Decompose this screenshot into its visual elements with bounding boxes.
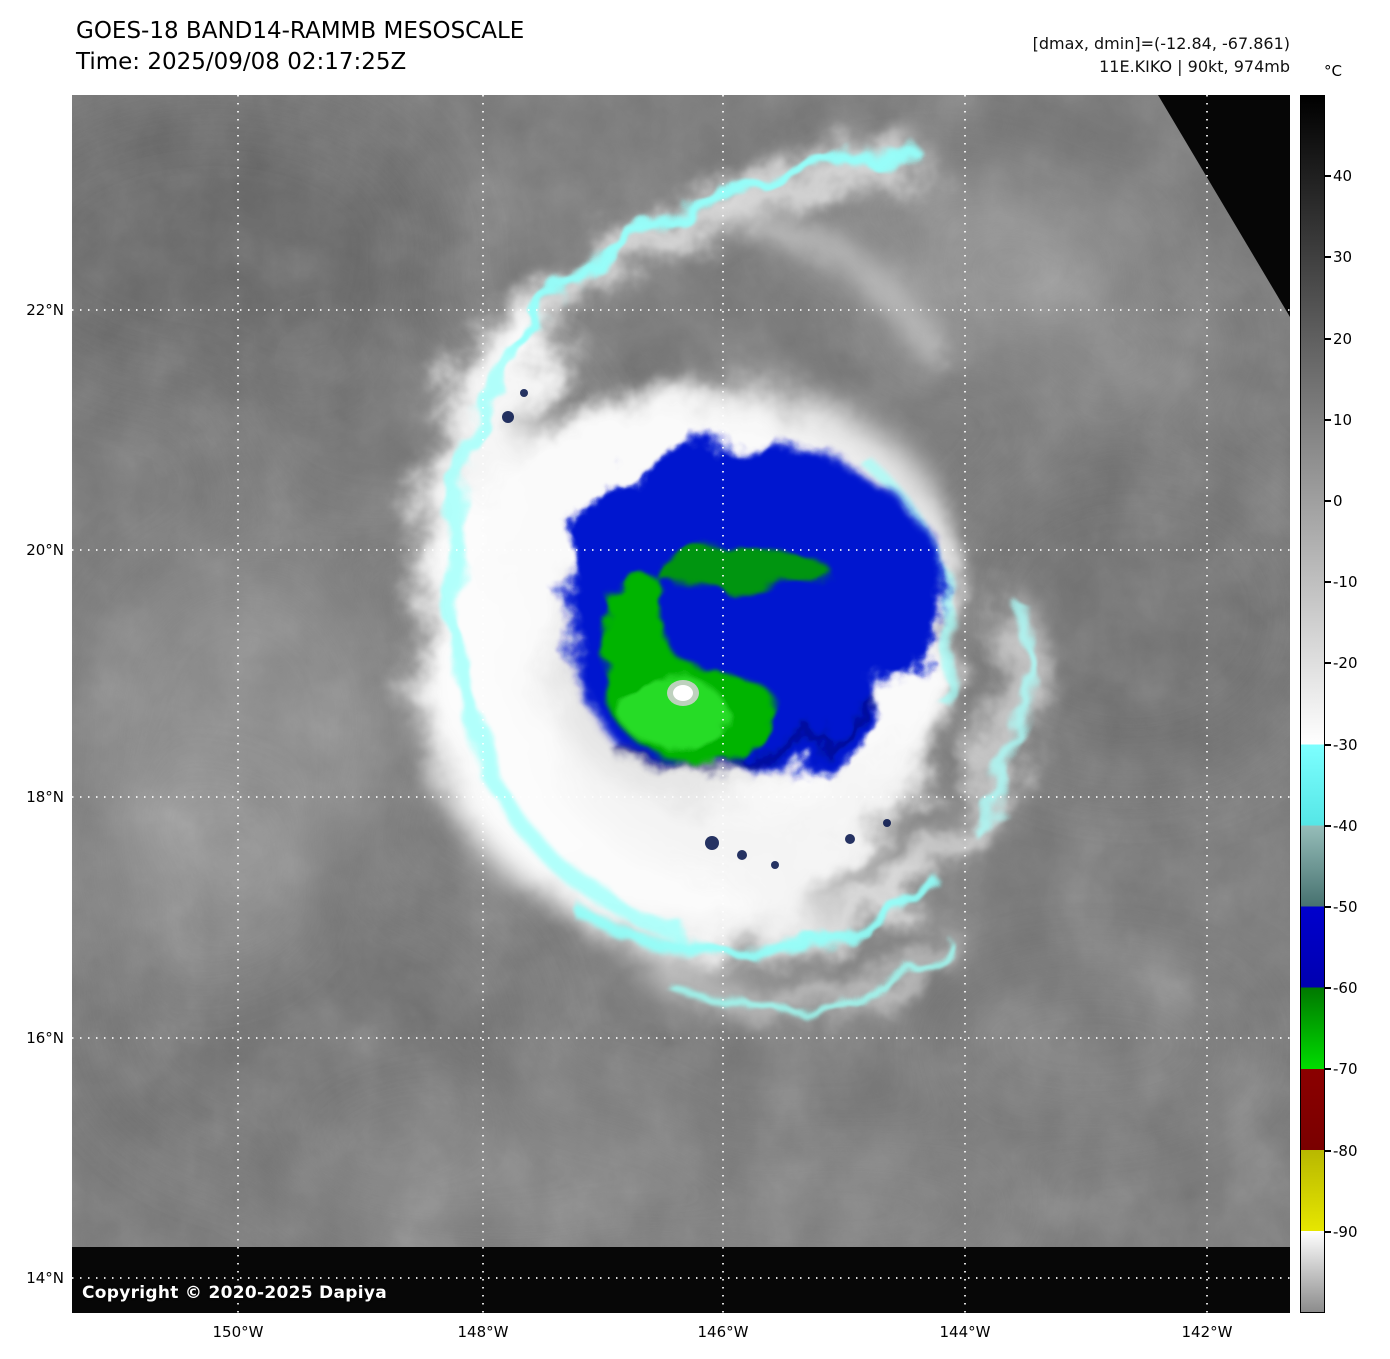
lat-label-20n: 20°N [26,541,64,559]
annotations: [dmax, dmin]=(-12.84, -67.861) 11E.KIKO … [1033,32,1290,78]
colorbar-tick-20: 20 [1324,330,1353,348]
colorbar-tick-m40: -40 [1325,817,1358,835]
colorbar-tick-m80: -80 [1325,1142,1358,1160]
lat-label-14n: 14°N [26,1269,64,1287]
cold-band-cyan [444,143,1033,1017]
lon-label-146w: 146°W [697,1323,749,1341]
colorbar-tick-m60: -60 [1325,979,1358,997]
lat-label-18n: 18°N [26,788,64,806]
lat-label-22n: 22°N [26,301,64,319]
background-field [72,95,1290,1313]
colorbar-tick-m70: -70 [1325,1060,1358,1078]
colorbar-tick-10: 10 [1324,411,1353,429]
lat-label-16n: 16°N [26,1029,64,1047]
colorbar-tick-m30: -30 [1325,736,1358,754]
colorbar-tick-m10: -10 [1325,573,1358,591]
product-title: GOES-18 BAND14-RAMMB MESOSCALE [76,18,525,44]
scan-edge-mask [72,95,1290,1313]
colorbar-tick-0: 0 [1325,492,1343,510]
colorbar-tick-30: 30 [1324,248,1353,266]
hurricane-eye [667,680,699,706]
satellite-scene [72,95,1290,1313]
colorbar-unit-label: °C [1324,62,1342,80]
storm-annotation: 11E.KIKO | 90kt, 974mb [1099,57,1290,76]
copyright-notice: Copyright © 2020-2025 Dapiya [82,1283,387,1303]
colorbar-tick-40: 40 [1324,167,1353,185]
range-annotation: [dmax, dmin]=(-12.84, -67.861) [1032,34,1290,53]
lon-label-144w: 144°W [939,1323,991,1341]
colorbar-tick-m20: -20 [1325,654,1358,672]
colorbar-tick-m90: -90 [1325,1223,1358,1241]
lon-label-142w: 142°W [1181,1323,1233,1341]
overshoot-specks [502,389,891,869]
lon-label-148w: 148°W [457,1323,509,1341]
header: GOES-18 BAND14-RAMMB MESOSCALE Time: 202… [76,16,524,78]
lon-label-150w: 150°W [212,1323,264,1341]
graticule [72,95,1290,1313]
colorbar [1300,95,1325,1313]
coldest-core-green [602,548,833,763]
satellite-image-panel: Copyright © 2020-2025 Dapiya [72,95,1290,1313]
colorbar-tick-m50: -50 [1325,898,1358,916]
timestamp: Time: 2025/09/08 02:17:25Z [76,49,407,75]
